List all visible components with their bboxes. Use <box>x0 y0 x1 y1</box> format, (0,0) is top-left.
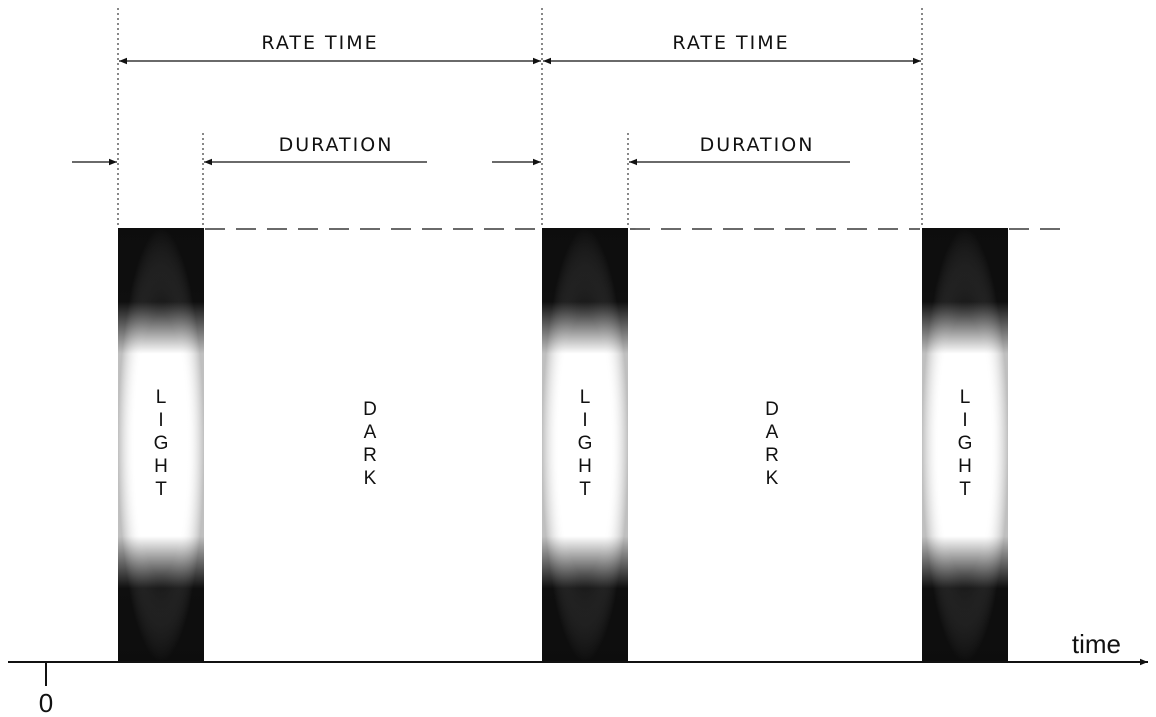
light-pulse-1 <box>118 228 204 662</box>
light-pulse-3 <box>922 228 1008 662</box>
light-pulse-2 <box>542 228 628 662</box>
light-pulse-shade <box>118 228 204 662</box>
rate-time-label-1: RATE TIME <box>261 32 378 54</box>
light-pulse-shade <box>542 228 628 662</box>
time-axis-label: time <box>1072 629 1121 659</box>
origin-label: 0 <box>39 688 53 717</box>
guide-lines <box>117 8 923 228</box>
duration-label-1: DURATION <box>279 134 394 156</box>
duration-label-2: DURATION <box>700 134 815 156</box>
light-pulse-shade <box>922 228 1008 662</box>
rate-time-label-2: RATE TIME <box>672 32 789 54</box>
